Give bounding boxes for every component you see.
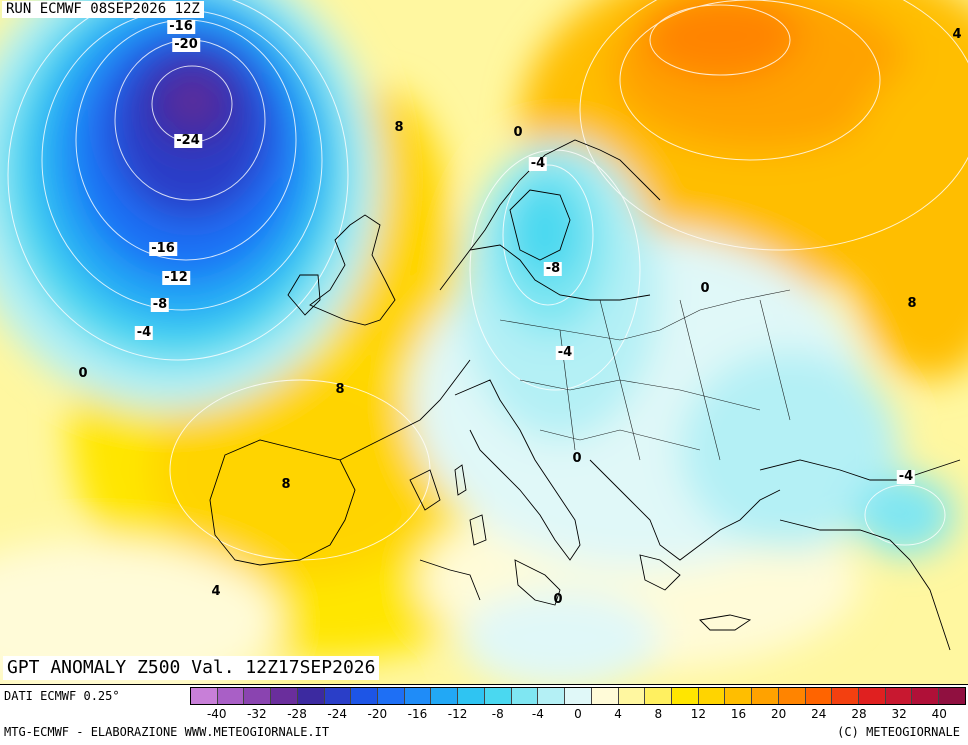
colorbar-cell bbox=[217, 688, 245, 704]
contour-label: 4 bbox=[211, 584, 221, 599]
contour-label: 8 bbox=[907, 296, 917, 311]
colorbar-cell bbox=[671, 688, 699, 704]
colorbar-tick-label: -20 bbox=[367, 707, 388, 721]
colorbar-tick-label: -4 bbox=[531, 707, 544, 721]
colorbar-cell bbox=[618, 688, 646, 704]
coastlines bbox=[209, 139, 961, 651]
colorbar-tick-label: 4 bbox=[614, 707, 622, 721]
colorbar-tick-label: -16 bbox=[407, 707, 428, 721]
colorbar-cell bbox=[912, 688, 940, 704]
colorbar-ticks: -40 -32 -28 -24 -20 -16 -12 -8 -4 0 4 8 12 16 20 24 28 32… bbox=[190, 707, 966, 723]
colorbar-cell bbox=[271, 688, 298, 704]
colorbar-cell bbox=[832, 688, 859, 704]
colorbar-cell bbox=[431, 688, 459, 704]
colorbar-cell bbox=[351, 688, 379, 704]
contour-label: 8 bbox=[394, 120, 404, 135]
colorbar-tick-label: 20 bbox=[771, 707, 787, 721]
colorbar-cell bbox=[725, 688, 753, 704]
colorbar-cell bbox=[752, 688, 779, 704]
colorbar-cell bbox=[191, 688, 218, 704]
colorbar-cell bbox=[404, 688, 432, 704]
colorbar-tick-label: 28 bbox=[851, 707, 867, 721]
colorbar-tick-label: -24 bbox=[327, 707, 347, 721]
contour-label: -4 bbox=[896, 469, 916, 484]
colorbar-cell bbox=[645, 688, 672, 704]
contour-label: 0 bbox=[572, 451, 582, 466]
colorbar-cell bbox=[778, 688, 806, 704]
colorbar-cell bbox=[858, 688, 886, 704]
colorbar-cell bbox=[511, 688, 539, 704]
contour-label: 0 bbox=[78, 366, 88, 381]
contour-label: 8 bbox=[335, 382, 345, 397]
colorbar-tick-label: 16 bbox=[730, 707, 747, 721]
contour-label: 8 bbox=[281, 477, 291, 492]
colorbar-tick-label: 8 bbox=[654, 707, 663, 721]
colorbar-tick-label: 12 bbox=[690, 707, 707, 721]
contour-label: -4 bbox=[134, 325, 154, 340]
colorbar-cell bbox=[885, 688, 913, 704]
run-label: RUN ECMWF 08SEP2026 12Z bbox=[2, 1, 204, 18]
contour-label: -8 bbox=[150, 297, 170, 312]
colorbar-tick-label: 24 bbox=[811, 707, 827, 721]
weather-map: RUN ECMWF 08SEP2026 12Z -16 -20 -24 -16 … bbox=[0, 0, 968, 685]
contour-label: -16 bbox=[167, 19, 195, 34]
colorbar-tick-label: 40 bbox=[931, 707, 947, 721]
field-title: GPT ANOMALY Z500 Val. 12Z17SEP2026 bbox=[3, 656, 380, 680]
anomaly-shading bbox=[0, 0, 968, 684]
anomaly-field bbox=[0, 0, 968, 684]
colorbar-tick-label: -28 bbox=[287, 707, 307, 721]
colorbar-cell bbox=[324, 688, 352, 704]
colorbar-cell bbox=[297, 688, 325, 704]
colorbar-tick-label: 0 bbox=[574, 707, 582, 721]
colorbar-tick-label: -40 bbox=[206, 707, 227, 721]
contour-label: -12 bbox=[162, 270, 190, 285]
data-source-label: DATI ECMWF 0.25° bbox=[4, 689, 120, 703]
contour-label: -4 bbox=[528, 156, 548, 171]
colorbar-tick-label: -8 bbox=[491, 707, 504, 721]
colorbar-cell bbox=[538, 688, 566, 704]
colorbar-tick-label: 32 bbox=[891, 707, 907, 721]
map-footer: DATI ECMWF 0.25° -40 -32 -28 -24 -20 -16 -12 -8… bbox=[0, 685, 968, 745]
colorbar-tick-label: -32 bbox=[247, 707, 267, 721]
colorbar-cell bbox=[244, 688, 272, 704]
contour-label: -24 bbox=[174, 133, 202, 148]
contour-label: -4 bbox=[555, 345, 575, 360]
contour-label: 0 bbox=[700, 281, 710, 296]
contour-label: 0 bbox=[553, 592, 563, 607]
contour-label: -8 bbox=[543, 261, 563, 276]
contour-label: -16 bbox=[149, 241, 177, 256]
colorbar-cell bbox=[591, 688, 619, 704]
colorbar-cell bbox=[458, 688, 485, 704]
colorbar-tick-label: -12 bbox=[447, 707, 468, 721]
colorbar-cell bbox=[698, 688, 726, 704]
colorbar bbox=[190, 687, 966, 705]
contour-label: 0 bbox=[513, 125, 523, 140]
contour-label: -20 bbox=[172, 37, 200, 52]
contour-label: 4 bbox=[952, 27, 962, 42]
colorbar-cell bbox=[565, 688, 592, 704]
colorbar-cell bbox=[484, 688, 512, 704]
copyright-label: (C) METEOGIORNALE bbox=[837, 725, 960, 739]
colorbar-cell bbox=[939, 688, 965, 704]
colorbar-cell bbox=[378, 688, 405, 704]
colorbar-cell bbox=[805, 688, 833, 704]
credits-label: MTG-ECMWF - ELABORAZIONE WWW.METEOGIORNA… bbox=[4, 725, 330, 739]
